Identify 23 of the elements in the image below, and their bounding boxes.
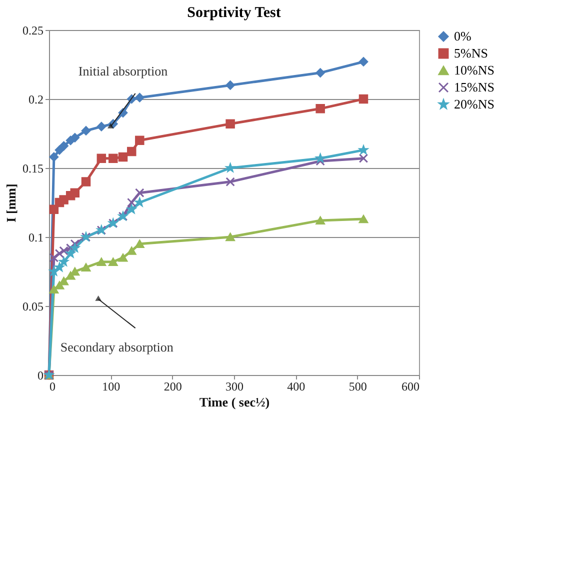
- y-tick-label: 0.1: [28, 230, 44, 244]
- y-tick-label: 0.2: [28, 92, 44, 106]
- x-tick-label: 400: [287, 380, 306, 394]
- x-tick-label: 300: [226, 380, 244, 394]
- legend-label: 0%: [454, 28, 472, 44]
- legend-label: 20%NS: [454, 96, 494, 112]
- x-tick-label: 600: [402, 380, 420, 394]
- annotation: Secondary absorption: [60, 339, 174, 354]
- chart-title: Sorptivity Test: [187, 5, 281, 21]
- legend-label: 15%NS: [454, 80, 494, 94]
- x-tick-label: 200: [164, 380, 182, 394]
- x-tick-label: 100: [102, 380, 120, 394]
- legend-label: 5%NS: [454, 46, 488, 60]
- x-axis-title: Time ( sec½): [199, 394, 270, 410]
- annotation: Initial absorption: [78, 63, 168, 78]
- y-tick-label: 0.15: [22, 162, 44, 176]
- x-tick-label: 500: [348, 380, 367, 394]
- y-tick-label: 0.05: [22, 300, 44, 314]
- y-tick-label: 0.25: [22, 24, 44, 38]
- x-tick-label: 0: [50, 380, 56, 394]
- legend-label: 10%NS: [454, 62, 494, 78]
- y-axis-title: I [mm]: [4, 184, 18, 222]
- y-tick-label: 0: [38, 368, 44, 382]
